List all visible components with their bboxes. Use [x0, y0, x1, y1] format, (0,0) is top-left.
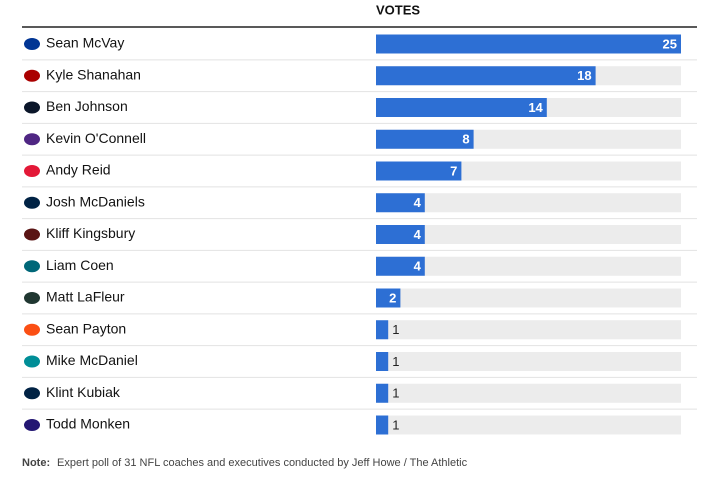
value-label: 4	[414, 259, 422, 274]
bar	[376, 193, 425, 213]
team-logo	[24, 387, 40, 400]
team-logo	[24, 38, 40, 50]
bar-track	[376, 225, 681, 244]
value-label: 1	[392, 322, 399, 337]
value-label: 2	[389, 290, 396, 305]
coach-name: Andy Reid	[46, 162, 111, 178]
team-logo	[24, 196, 40, 209]
note-label: Note:	[22, 457, 50, 469]
bar-track	[376, 288, 681, 308]
bar	[376, 66, 596, 86]
value-label: 7	[450, 163, 457, 178]
coach-name: Todd Monken	[46, 416, 130, 432]
bar	[376, 383, 389, 403]
coach-name: Sean Payton	[46, 320, 126, 336]
bar	[376, 225, 425, 244]
value-label: 1	[392, 386, 399, 401]
team-logo	[24, 101, 40, 114]
value-label: 1	[392, 417, 399, 432]
team-logo	[24, 69, 40, 82]
value-label: 8	[462, 132, 469, 147]
bar-track	[376, 193, 681, 213]
team-logo	[24, 323, 40, 336]
team-logo	[24, 355, 40, 368]
value-label: 4	[414, 195, 422, 210]
bar-track	[376, 383, 681, 403]
team-logo	[24, 165, 40, 177]
coach-name: Klint Kubiak	[46, 384, 121, 400]
bar	[376, 98, 547, 117]
team-logo	[24, 133, 40, 146]
bar	[376, 161, 462, 181]
coach-name: Sean McVay	[46, 35, 124, 51]
value-label: 4	[414, 227, 422, 242]
team-logo	[24, 260, 40, 273]
bar	[376, 34, 681, 54]
team-logo	[24, 228, 40, 241]
bar	[376, 288, 401, 308]
value-label: 25	[663, 36, 677, 51]
coach-name: Matt LaFleur	[46, 289, 125, 305]
value-label: 18	[577, 68, 591, 83]
bar	[376, 415, 389, 435]
coach-name: Kliff Kingsbury	[46, 225, 135, 241]
bar	[376, 129, 474, 149]
coach-name: Mike McDaniel	[46, 352, 138, 368]
coach-name: Liam Coen	[46, 257, 114, 273]
coach-name: Kyle Shanahan	[46, 66, 141, 82]
bar-track	[376, 320, 681, 340]
bar	[376, 256, 425, 276]
bar-track	[376, 415, 681, 435]
coach-name: Ben Johnson	[46, 98, 128, 114]
column-header: VOTES	[376, 2, 420, 17]
note-text: Expert poll of 31 NFL coaches and execut…	[57, 457, 468, 469]
team-logo	[24, 292, 40, 304]
bar-track	[376, 352, 681, 371]
bar	[376, 320, 389, 340]
coach-name: Josh McDaniels	[46, 193, 145, 209]
coach-name: Kevin O'Connell	[46, 130, 146, 146]
bar-track	[376, 256, 681, 276]
value-label: 14	[528, 100, 543, 115]
value-label: 1	[392, 354, 399, 369]
bar	[376, 352, 389, 371]
team-logo	[24, 419, 40, 431]
